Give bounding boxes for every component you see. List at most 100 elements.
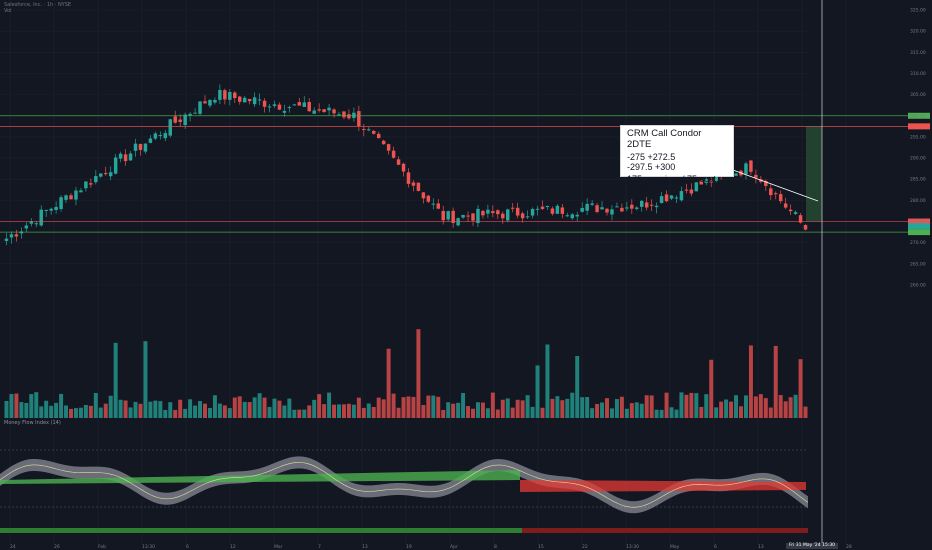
volume-bar [560, 400, 565, 418]
time-tick-label: 8 [494, 544, 497, 550]
volume-bars [4, 329, 808, 418]
volume-bar [227, 408, 232, 418]
volume-bar [44, 400, 49, 418]
volume-bar [540, 407, 545, 418]
candle-body [664, 194, 669, 202]
volume-line: Vol [4, 8, 12, 14]
volume-bar [98, 407, 103, 418]
volume-bar [451, 403, 456, 418]
volume-bar [391, 393, 396, 418]
candle-body [734, 173, 738, 176]
time-tick-label: 13:30 [626, 544, 639, 550]
volume-bar [78, 407, 83, 418]
candle-body [575, 214, 579, 217]
volume-bar [595, 404, 600, 418]
candle-body [506, 209, 510, 221]
volume-bar [724, 399, 729, 418]
volume-bar [123, 400, 128, 418]
volume-bar [366, 403, 371, 418]
candle-body [764, 180, 768, 186]
volume-bar [351, 404, 356, 418]
volume-bar [327, 392, 332, 418]
candle-body [337, 114, 341, 116]
candle-body [486, 209, 490, 214]
volume-bar [753, 396, 758, 418]
candle-body [654, 205, 659, 208]
level-tag [908, 123, 930, 130]
volume-bar [510, 407, 515, 418]
candle-body [44, 209, 48, 211]
annotation-box[interactable]: CRM Call Condor 2DTE -275 +272.5 -297.5 … [620, 125, 734, 193]
volume-bar [590, 408, 595, 418]
time-tick-label: Feb [98, 544, 106, 550]
volume-bar [743, 395, 748, 418]
volume-bar [480, 402, 485, 418]
level-tag [908, 112, 930, 119]
time-tick-label: 13 [362, 544, 368, 550]
volume-bar [609, 408, 614, 418]
time-tick-label: 22 [582, 544, 588, 550]
annotation-line-4: 227% [627, 183, 651, 194]
candle-body [108, 172, 113, 177]
volume-bar [39, 406, 44, 418]
candle-body [615, 206, 619, 208]
volume-bar [317, 394, 322, 418]
time-tick-label: Mar [274, 544, 283, 550]
volume-bar [783, 401, 788, 418]
volume-bar [212, 395, 217, 418]
candle-body [168, 119, 172, 136]
candle-body [694, 182, 699, 192]
volume-bar [778, 395, 783, 418]
candle-body [649, 204, 654, 206]
candle-body [158, 135, 163, 137]
candle-body [208, 99, 212, 106]
candle-body [744, 163, 748, 175]
time-tick-label: 13:30 [142, 544, 155, 550]
volume-bar [193, 405, 198, 418]
price-tick-label: 290.00 [910, 156, 926, 162]
time-tick-label: 12 [230, 544, 236, 550]
volume-bar [24, 402, 29, 418]
volume-bar [108, 395, 113, 418]
volume-bar [689, 392, 694, 418]
chart-grid [0, 0, 847, 543]
volume-bar [500, 399, 505, 418]
candle-body [64, 195, 68, 200]
mfi-positive-area [0, 470, 520, 484]
candle-body [684, 189, 689, 191]
candle-body [14, 234, 19, 237]
volume-bar [272, 398, 277, 418]
mfi-negative-area [520, 480, 806, 492]
price-tick-label: 310.00 [910, 71, 926, 77]
volume-bar [297, 409, 302, 418]
volume-bar [575, 355, 580, 418]
volume-bar [436, 396, 441, 418]
candle-body [595, 205, 599, 212]
volume-bar [525, 395, 530, 418]
volume-bar [426, 395, 431, 418]
mfi-cloud [0, 456, 808, 514]
volume-bar [466, 406, 471, 418]
volume-bar [704, 394, 709, 418]
candle-body [788, 209, 793, 212]
last-price-tag [908, 223, 930, 230]
volume-bar [69, 408, 73, 418]
candle-body [644, 202, 649, 208]
price-tick-label: 325.00 [910, 8, 926, 14]
candle-body [406, 172, 411, 184]
volume-bar [247, 402, 252, 418]
candle-body [699, 180, 704, 185]
price-tick-label: 260.00 [910, 283, 926, 289]
volume-bar [143, 341, 148, 418]
volume-bar [644, 395, 649, 418]
candle-body [347, 114, 351, 119]
candle-body [247, 98, 252, 102]
volume-bar [535, 365, 540, 418]
volume-bar [34, 392, 39, 418]
candle-body [709, 180, 713, 183]
candle-body [252, 97, 257, 105]
candle-body [39, 209, 43, 226]
volume-bar [163, 409, 168, 418]
volume-bar [441, 409, 446, 418]
